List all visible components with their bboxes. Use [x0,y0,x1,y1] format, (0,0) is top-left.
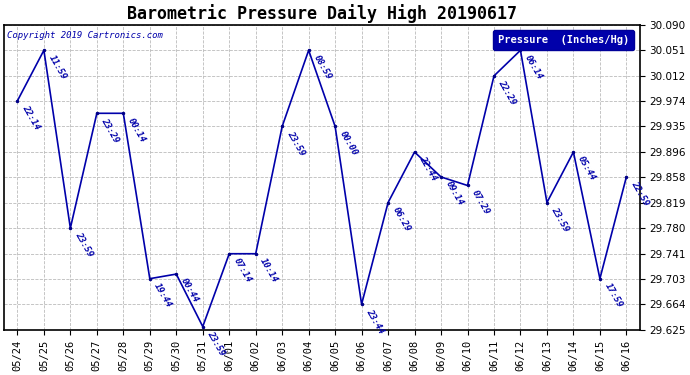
Text: 22:14: 22:14 [20,104,41,131]
Text: 19:44: 19:44 [152,282,174,309]
Text: 23:59: 23:59 [73,231,95,259]
Text: 22:59: 22:59 [629,180,651,207]
Text: 05:44: 05:44 [576,155,598,183]
Text: 09:14: 09:14 [444,180,465,207]
Text: 07:29: 07:29 [471,188,491,216]
Text: 22:29: 22:29 [497,79,518,106]
Text: 23:59: 23:59 [285,129,306,157]
Text: 23:59: 23:59 [550,206,571,233]
Text: 23:29: 23:29 [99,116,121,144]
Text: 00:44: 00:44 [179,277,200,304]
Text: 22:44: 22:44 [417,155,439,183]
Text: 11:59: 11:59 [47,53,68,81]
Text: 06:14: 06:14 [523,53,544,81]
Text: Copyright 2019 Cartronics.com: Copyright 2019 Cartronics.com [8,31,164,40]
Text: 00:14: 00:14 [126,116,148,144]
Text: 17:59: 17:59 [602,282,624,309]
Legend: Pressure  (Inches/Hg): Pressure (Inches/Hg) [493,30,634,50]
Text: 08:59: 08:59 [311,53,333,81]
Title: Barometric Pressure Daily High 20190617: Barometric Pressure Daily High 20190617 [127,4,517,23]
Text: 00:00: 00:00 [338,129,359,157]
Text: 23:59: 23:59 [206,329,227,357]
Text: 07:14: 07:14 [232,256,253,284]
Text: 06:29: 06:29 [391,206,412,233]
Text: 23:44: 23:44 [364,307,386,335]
Text: 10:14: 10:14 [259,256,279,284]
